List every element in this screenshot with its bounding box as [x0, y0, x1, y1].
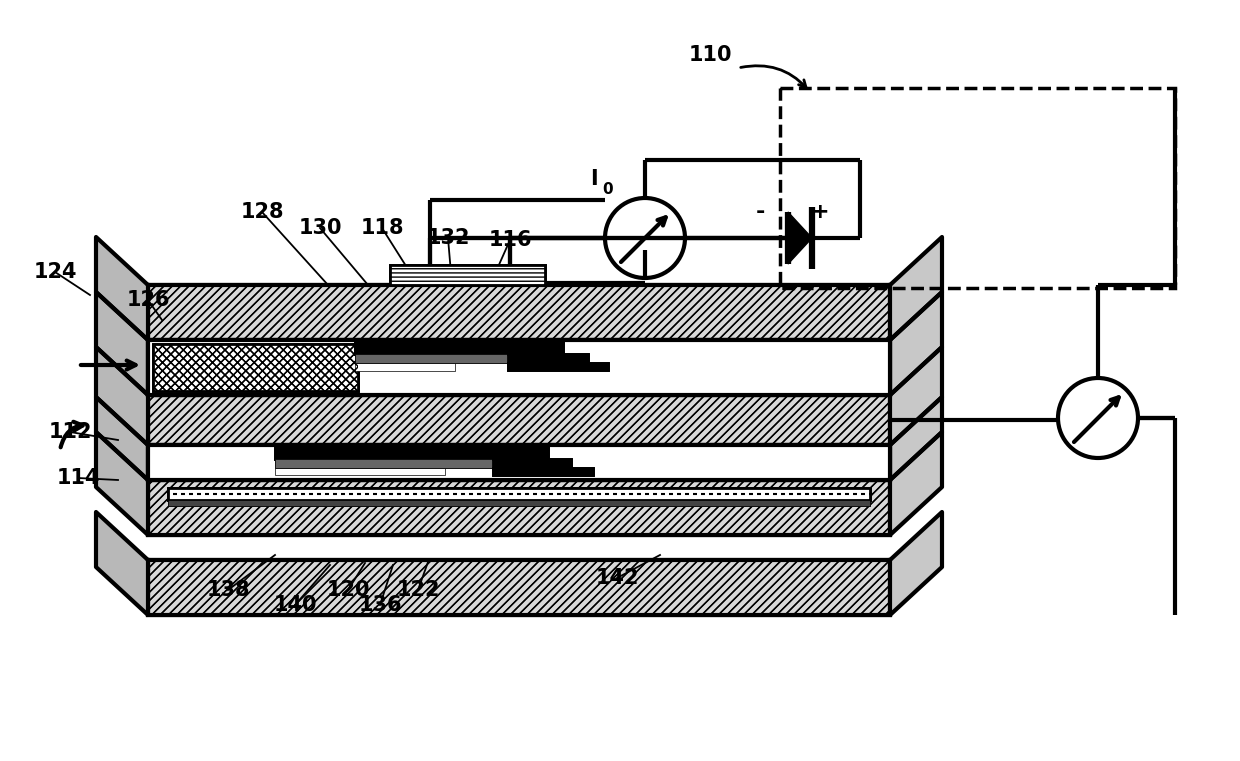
Text: 126: 126	[126, 290, 170, 310]
Text: 136: 136	[358, 595, 402, 615]
Bar	[148, 285, 890, 340]
Text: 112: 112	[48, 422, 92, 442]
Polygon shape	[890, 397, 942, 480]
Polygon shape	[890, 237, 942, 340]
Text: 132: 132	[427, 228, 470, 248]
Bar	[148, 285, 890, 340]
Polygon shape	[95, 347, 148, 445]
Polygon shape	[890, 432, 942, 535]
Bar	[355, 354, 510, 363]
Bar	[148, 480, 890, 535]
Bar	[148, 285, 890, 340]
Bar	[508, 363, 608, 370]
Text: -: -	[755, 202, 765, 222]
Bar	[355, 354, 510, 363]
Bar	[275, 447, 495, 459]
Bar	[391, 265, 546, 285]
Bar	[148, 560, 890, 615]
Bar	[148, 560, 890, 615]
Bar	[494, 447, 548, 459]
Bar	[148, 395, 890, 445]
Bar	[148, 285, 890, 340]
Bar	[167, 488, 870, 500]
Bar	[148, 560, 890, 615]
Text: 140: 140	[273, 595, 316, 615]
Bar	[167, 500, 870, 506]
Bar	[148, 445, 890, 480]
Bar	[167, 500, 870, 506]
Bar	[148, 560, 890, 615]
Bar	[275, 459, 495, 468]
Bar	[148, 480, 890, 535]
Bar	[153, 344, 358, 391]
Text: 0: 0	[601, 182, 613, 197]
Text: 110: 110	[688, 45, 732, 65]
Polygon shape	[890, 347, 942, 445]
Bar	[148, 480, 890, 535]
Bar	[148, 340, 890, 395]
Polygon shape	[95, 432, 148, 535]
Polygon shape	[95, 237, 148, 340]
Polygon shape	[890, 292, 942, 395]
Text: I: I	[590, 169, 598, 189]
Text: 120: 120	[326, 580, 370, 600]
Bar	[355, 363, 455, 371]
Bar	[153, 344, 358, 391]
Bar	[494, 468, 593, 475]
Bar	[355, 340, 510, 354]
Bar	[153, 344, 358, 391]
Text: 130: 130	[299, 218, 342, 238]
Bar	[148, 395, 890, 445]
Bar	[508, 354, 588, 363]
Bar	[508, 340, 563, 354]
Polygon shape	[890, 512, 942, 615]
Text: 116: 116	[489, 230, 532, 250]
Bar	[508, 354, 588, 363]
Bar	[494, 468, 593, 475]
Text: 122: 122	[397, 580, 440, 600]
Polygon shape	[95, 397, 148, 480]
Bar	[148, 340, 890, 395]
Text: 118: 118	[361, 218, 404, 238]
Bar	[508, 340, 563, 354]
Bar	[508, 363, 608, 370]
Bar	[494, 459, 570, 468]
Text: 138: 138	[206, 580, 249, 600]
Bar	[167, 488, 870, 500]
Bar	[275, 447, 495, 459]
Text: 128: 128	[241, 202, 284, 222]
Bar	[494, 447, 548, 459]
Bar	[153, 344, 358, 391]
Bar	[391, 265, 546, 285]
Bar	[494, 459, 570, 468]
Bar	[391, 265, 546, 285]
Polygon shape	[95, 292, 148, 395]
Polygon shape	[95, 512, 148, 615]
Bar	[355, 340, 510, 354]
Bar	[148, 445, 890, 480]
Text: +: +	[811, 202, 830, 222]
Bar	[148, 480, 890, 535]
Bar	[391, 265, 546, 285]
Text: 124: 124	[33, 262, 77, 282]
Text: 114: 114	[56, 468, 99, 488]
Bar	[780, 88, 1176, 288]
Bar	[148, 395, 890, 445]
Bar	[148, 395, 890, 445]
Bar	[275, 459, 495, 468]
Bar	[275, 468, 445, 475]
Polygon shape	[787, 212, 812, 264]
Text: 142: 142	[595, 568, 639, 588]
